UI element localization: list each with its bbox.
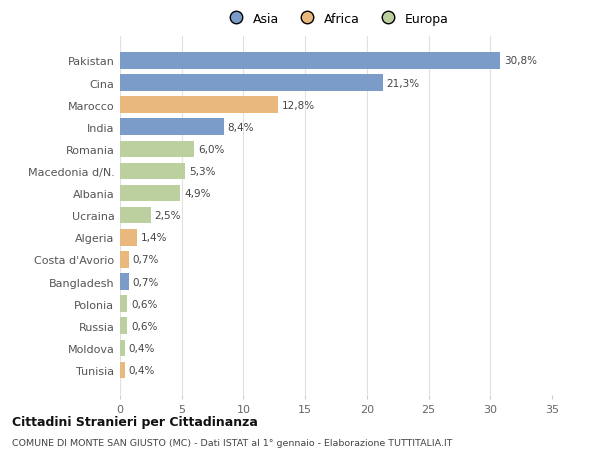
Text: Cittadini Stranieri per Cittadinanza: Cittadini Stranieri per Cittadinanza	[12, 415, 258, 428]
Text: 21,3%: 21,3%	[386, 78, 420, 88]
Bar	[120, 318, 127, 334]
Text: 12,8%: 12,8%	[281, 101, 315, 110]
Bar	[120, 119, 224, 136]
Bar	[120, 163, 185, 180]
Text: 8,4%: 8,4%	[227, 123, 254, 133]
Text: 2,5%: 2,5%	[155, 211, 181, 221]
Text: 4,9%: 4,9%	[184, 189, 211, 199]
Text: 5,3%: 5,3%	[189, 167, 215, 177]
Bar	[120, 362, 125, 379]
Text: 0,7%: 0,7%	[133, 255, 159, 265]
Bar	[120, 296, 127, 312]
Text: COMUNE DI MONTE SAN GIUSTO (MC) - Dati ISTAT al 1° gennaio - Elaborazione TUTTIT: COMUNE DI MONTE SAN GIUSTO (MC) - Dati I…	[12, 438, 452, 448]
Bar	[120, 141, 194, 158]
Bar	[120, 75, 383, 92]
Text: 1,4%: 1,4%	[141, 233, 167, 243]
Text: 6,0%: 6,0%	[198, 145, 224, 155]
Bar	[120, 274, 128, 290]
Bar	[120, 185, 181, 202]
Text: 0,4%: 0,4%	[128, 365, 155, 375]
Text: 0,4%: 0,4%	[128, 343, 155, 353]
Text: 0,7%: 0,7%	[133, 277, 159, 287]
Legend: Asia, Africa, Europa: Asia, Africa, Europa	[223, 12, 449, 26]
Bar	[120, 53, 500, 70]
Bar	[120, 252, 128, 268]
Bar	[120, 340, 125, 356]
Text: 30,8%: 30,8%	[504, 56, 537, 66]
Text: 0,6%: 0,6%	[131, 299, 157, 309]
Bar	[120, 230, 137, 246]
Bar	[120, 97, 278, 114]
Bar	[120, 207, 151, 224]
Text: 0,6%: 0,6%	[131, 321, 157, 331]
